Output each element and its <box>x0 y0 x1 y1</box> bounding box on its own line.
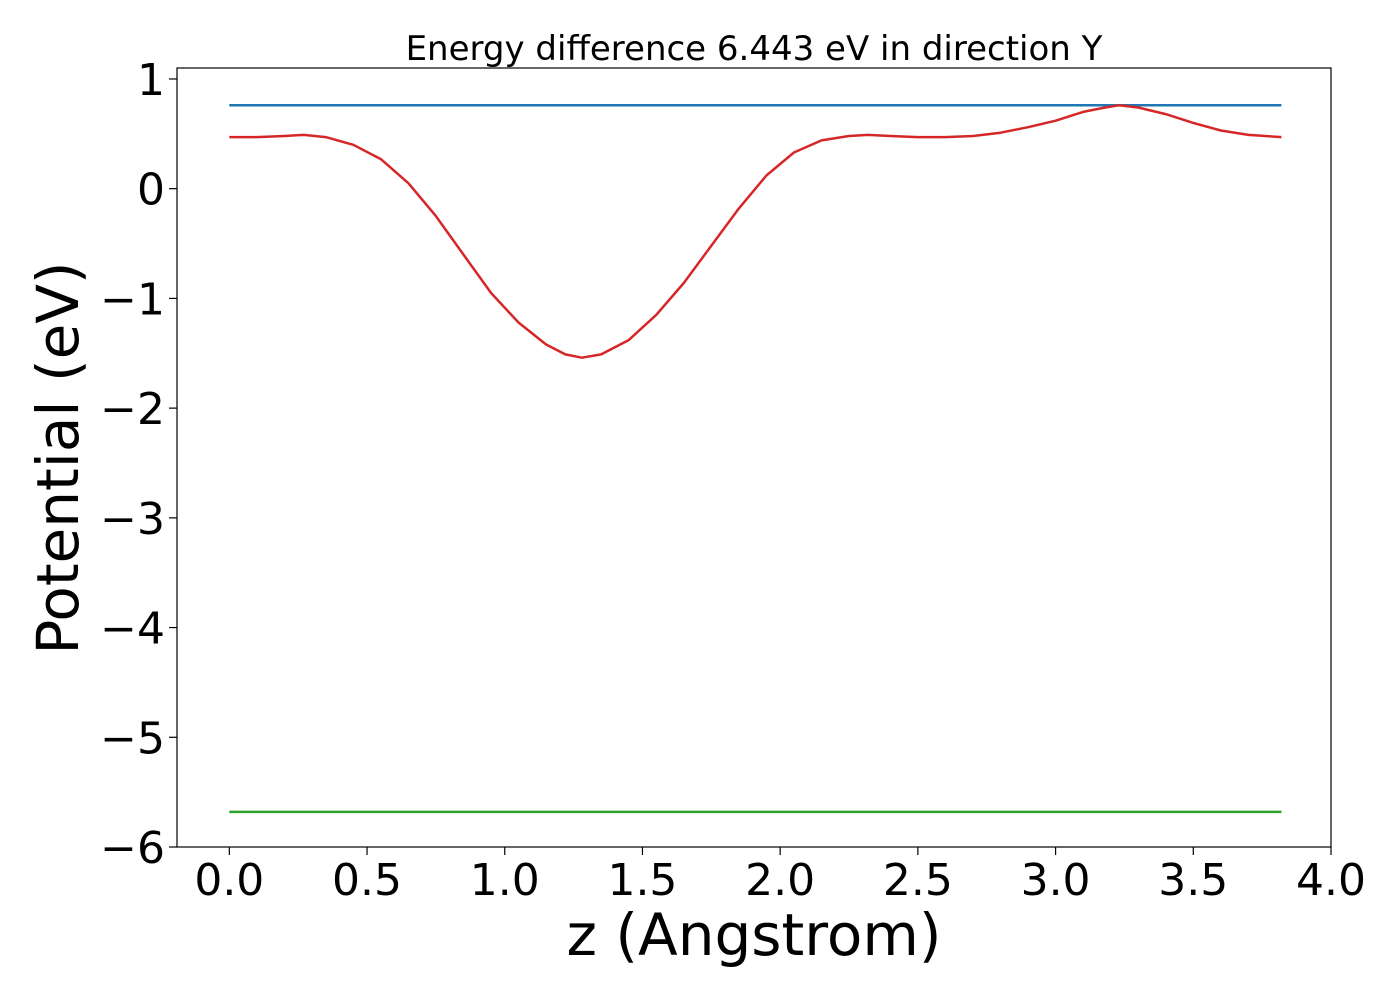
y-tick-label-2: −1 <box>100 274 165 325</box>
y-tick-label-1: 0 <box>137 165 165 216</box>
x-tick-label-7: 3.5 <box>1158 855 1228 906</box>
y-tick-label-0: 1 <box>137 55 165 106</box>
y-tick-label-7: −6 <box>100 823 165 874</box>
x-axis-label: z (Angstrom) <box>567 901 942 969</box>
x-tick-label-5: 2.5 <box>883 855 953 906</box>
x-tick-label-6: 3.0 <box>1021 855 1091 906</box>
y-axis-label: Potential (eV) <box>24 261 92 654</box>
x-tick-label-2: 1.0 <box>470 855 540 906</box>
y-tick-label-3: −2 <box>100 384 165 435</box>
axes-frame <box>176 67 1332 848</box>
x-tick-label-8: 4.0 <box>1296 855 1366 906</box>
x-tick-label-3: 1.5 <box>607 855 677 906</box>
x-tick-label-1: 0.5 <box>332 855 402 906</box>
x-tick-label-4: 2.0 <box>745 855 815 906</box>
chart-title: Energy difference 6.443 eV in direction … <box>406 29 1103 69</box>
x-tick-label-0: 0.0 <box>194 855 264 906</box>
y-tick-label-6: −5 <box>100 713 165 764</box>
plot-area: 0.0 0.5 1.0 1.5 2.0 2.5 3.0 3.5 4.0 1 0 −1 −2 −3 −4 −5 −… <box>100 55 1366 906</box>
y-tick-label-4: −3 <box>100 494 165 545</box>
series-line-2 <box>229 104 1282 359</box>
y-tick-label-5: −4 <box>100 604 165 655</box>
